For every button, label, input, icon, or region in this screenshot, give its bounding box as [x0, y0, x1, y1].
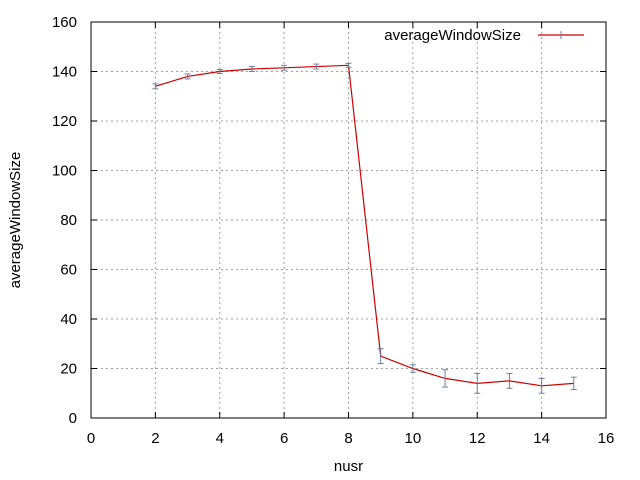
x-tick-label: 14	[533, 430, 550, 447]
x-tick-label: 10	[405, 430, 422, 447]
legend-label: averageWindowSize	[384, 27, 521, 44]
y-tick-label: 100	[52, 163, 77, 180]
x-tick-label: 8	[344, 430, 352, 447]
x-tick-label: 2	[151, 430, 159, 447]
y-tick-label: 0	[69, 410, 77, 427]
y-tick-label: 140	[52, 64, 77, 81]
x-tick-label: 12	[469, 430, 486, 447]
y-axis-label: averageWindowSize	[7, 152, 24, 289]
y-tick-label: 80	[60, 212, 77, 229]
y-tick-label: 120	[52, 113, 77, 130]
y-tick-label: 160	[52, 14, 77, 31]
x-tick-label: 4	[216, 430, 224, 447]
y-tick-label: 20	[60, 361, 77, 378]
legend: averageWindowSize	[384, 27, 584, 44]
x-tick-label: 6	[280, 430, 288, 447]
series-layer	[152, 62, 577, 394]
grid	[91, 22, 606, 418]
series-line	[155, 64, 574, 387]
y-tick-label: 40	[60, 311, 77, 328]
x-tick-label: 0	[87, 430, 95, 447]
y-tick-label: 60	[60, 262, 77, 279]
plot-frame	[90, 21, 607, 419]
x-tick-label: 16	[598, 430, 615, 447]
x-axis-label: nusr	[334, 458, 363, 475]
